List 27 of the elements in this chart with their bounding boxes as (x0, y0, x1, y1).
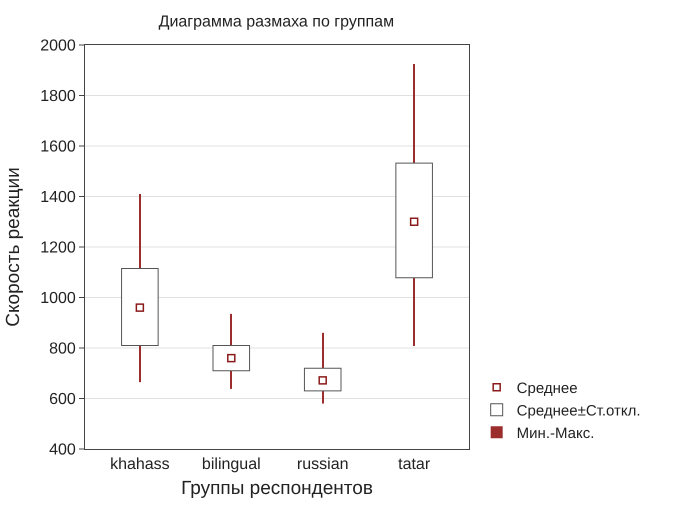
y-axis-title: Скорость реакции (3, 167, 24, 327)
y-tick-label: 1200 (40, 240, 76, 257)
legend-label: Среднее±Ст.откл. (516, 402, 641, 420)
x-tick-label: bilingual (202, 456, 261, 474)
y-tick-label: 800 (49, 340, 76, 358)
y-tick-label: 2000 (40, 38, 76, 55)
y-tick-label: 1400 (40, 189, 76, 206)
y-tick-label: 1000 (40, 290, 76, 308)
point (410, 218, 418, 226)
bar (212, 344, 250, 372)
legend-label: Мин.-Макс. (516, 425, 594, 442)
x-tick-label: tatar (398, 456, 431, 474)
bar (304, 368, 342, 392)
bar (121, 268, 159, 346)
y-tick-label: 600 (49, 391, 76, 408)
x-tick-label: khahass (110, 456, 170, 474)
point (318, 376, 327, 385)
chart-title: Диаграмма размаха по группам (158, 14, 394, 31)
x-axis-title: Группы респондентов (181, 478, 373, 499)
point (136, 303, 144, 312)
legend-label: Среднее (516, 380, 578, 398)
bar (395, 162, 433, 278)
y-tick-label: 400 (49, 442, 76, 459)
y-tick-label: 1600 (40, 138, 76, 156)
point (227, 354, 236, 362)
x-tick-label: russian (296, 456, 348, 474)
y-tick-label: 1800 (40, 88, 76, 106)
